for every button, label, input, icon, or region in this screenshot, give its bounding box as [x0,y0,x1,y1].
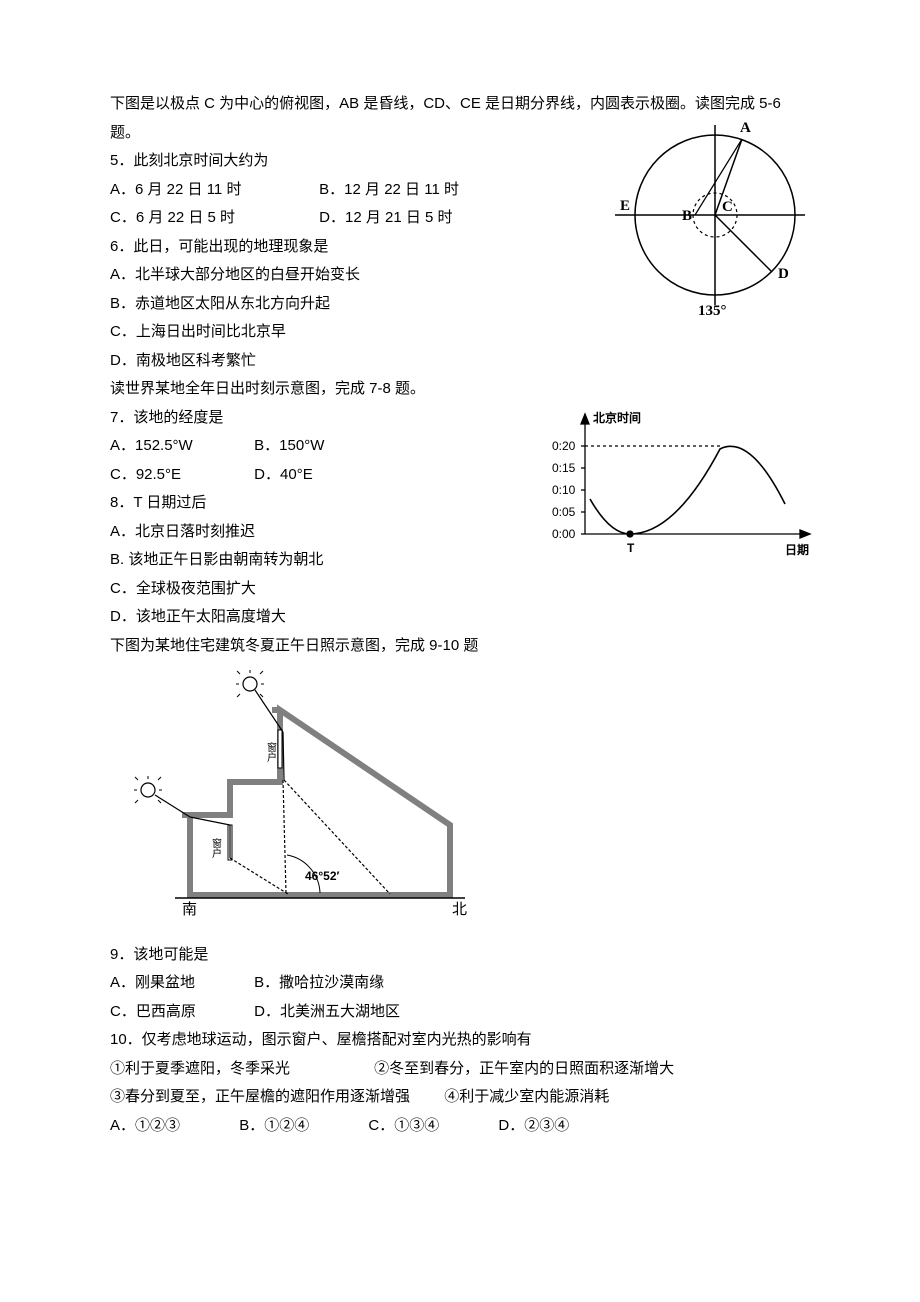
q10-s1: ①利于夏季遮阳，冬季采光 [110,1055,370,1084]
polar-A: A [740,120,751,136]
section-7-8: 北京时间 日期 T 0:00 0:05 0:10 0:15 0:20 7．该地的… [110,404,810,632]
q7-D: D．40°E [254,461,313,490]
q10-opts: A．①②③ B．①②④ C．①③④ D．②③④ [110,1112,810,1141]
intro-9-10: 下图为某地住宅建筑冬夏正午日照示意图，完成 9-10 题 [110,632,810,661]
q9-A: A．刚果盆地 [110,969,220,998]
q8-D: D．该地正午太阳高度增大 [110,603,810,632]
q10-s34: ③春分到夏至，正午屋檐的遮阳作用逐渐增强 ④利于减少室内能源消耗 [110,1083,810,1112]
intro-7-8: 读世界某地全年日出时刻示意图，完成 7-8 题。 [110,375,810,404]
q10-s12: ①利于夏季遮阳，冬季采光 ②冬至到春分，正午室内的日照面积逐渐增大 [110,1055,810,1084]
q9-C: C．巴西高原 [110,998,220,1027]
polar-C: C [722,199,733,215]
q10-s3: ③春分到夏至，正午屋檐的遮阳作用逐渐增强 [110,1083,410,1112]
q10-s2: ②冬至到春分，正午室内的日照面积逐渐增大 [374,1060,674,1077]
q7-C: C．92.5°E [110,461,220,490]
polar-deg: 135° [698,303,727,319]
section-5-6: 下图是以极点 C 为中心的俯视图，AB 是昏线，CD、CE 是日期分界线，内圆表… [110,90,810,375]
q9-B: B．撒哈拉沙漠南缘 [254,969,384,998]
q6-C: C．上海日出时间比北京早 [110,318,810,347]
polar-diagram: A B C D E 135° [600,110,810,320]
house-north: 北 [452,901,467,918]
q8-C: C．全球极夜范围扩大 [110,575,810,604]
ytick-0: 0:00 [552,527,576,541]
house-diagram-wrap: 窗户 窗户 46°52′ [130,670,810,931]
polar-E: E [620,198,630,214]
q10-D: D．②③④ [498,1112,569,1141]
polar-D: D [778,266,789,282]
q9-stem: 9．该地可能是 [110,941,810,970]
sunrise-T: T [627,541,635,555]
q10-A: A．①②③ [110,1112,180,1141]
sunrise-xlabel: 日期 [785,542,809,557]
ytick-4: 0:20 [552,439,576,453]
q5-C: C．6 月 22 日 5 时 [110,204,285,233]
house-window1: 窗户 [210,837,222,859]
q10-C: C．①③④ [368,1112,439,1141]
q7-B: B．150°W [254,432,324,461]
sunrise-ylabel: 北京时间 [593,410,641,425]
ytick-2: 0:10 [552,483,576,497]
q10-s4: ④利于减少室内能源消耗 [444,1088,609,1105]
sunrise-chart: 北京时间 日期 T 0:00 0:05 0:10 0:15 0:20 [530,404,820,564]
ytick-3: 0:15 [552,461,576,475]
q9-D: D．北美洲五大湖地区 [254,998,400,1027]
q6-D: D．南极地区科考繁忙 [110,347,810,376]
house-diagram: 窗户 窗户 46°52′ [130,670,500,920]
q9-opts-row1: A．刚果盆地 B．撒哈拉沙漠南缘 [110,969,810,998]
q5-D: D．12 月 21 日 5 时 [319,204,452,233]
q5-A: A．6 月 22 日 11 时 [110,176,285,205]
q7-A: A．152.5°W [110,432,220,461]
house-south: 南 [182,901,197,918]
ytick-1: 0:05 [552,505,576,519]
house-window2: 窗户 [265,741,277,763]
q9-opts-row2: C．巴西高原 D．北美洲五大湖地区 [110,998,810,1027]
house-angle: 46°52′ [305,869,339,883]
q10-stem: 10．仅考虑地球运动，图示窗户、屋檐搭配对室内光热的影响有 [110,1026,810,1055]
polar-B: B [682,208,692,224]
q5-B: B．12 月 22 日 11 时 [319,176,459,205]
q10-B: B．①②④ [239,1112,309,1141]
